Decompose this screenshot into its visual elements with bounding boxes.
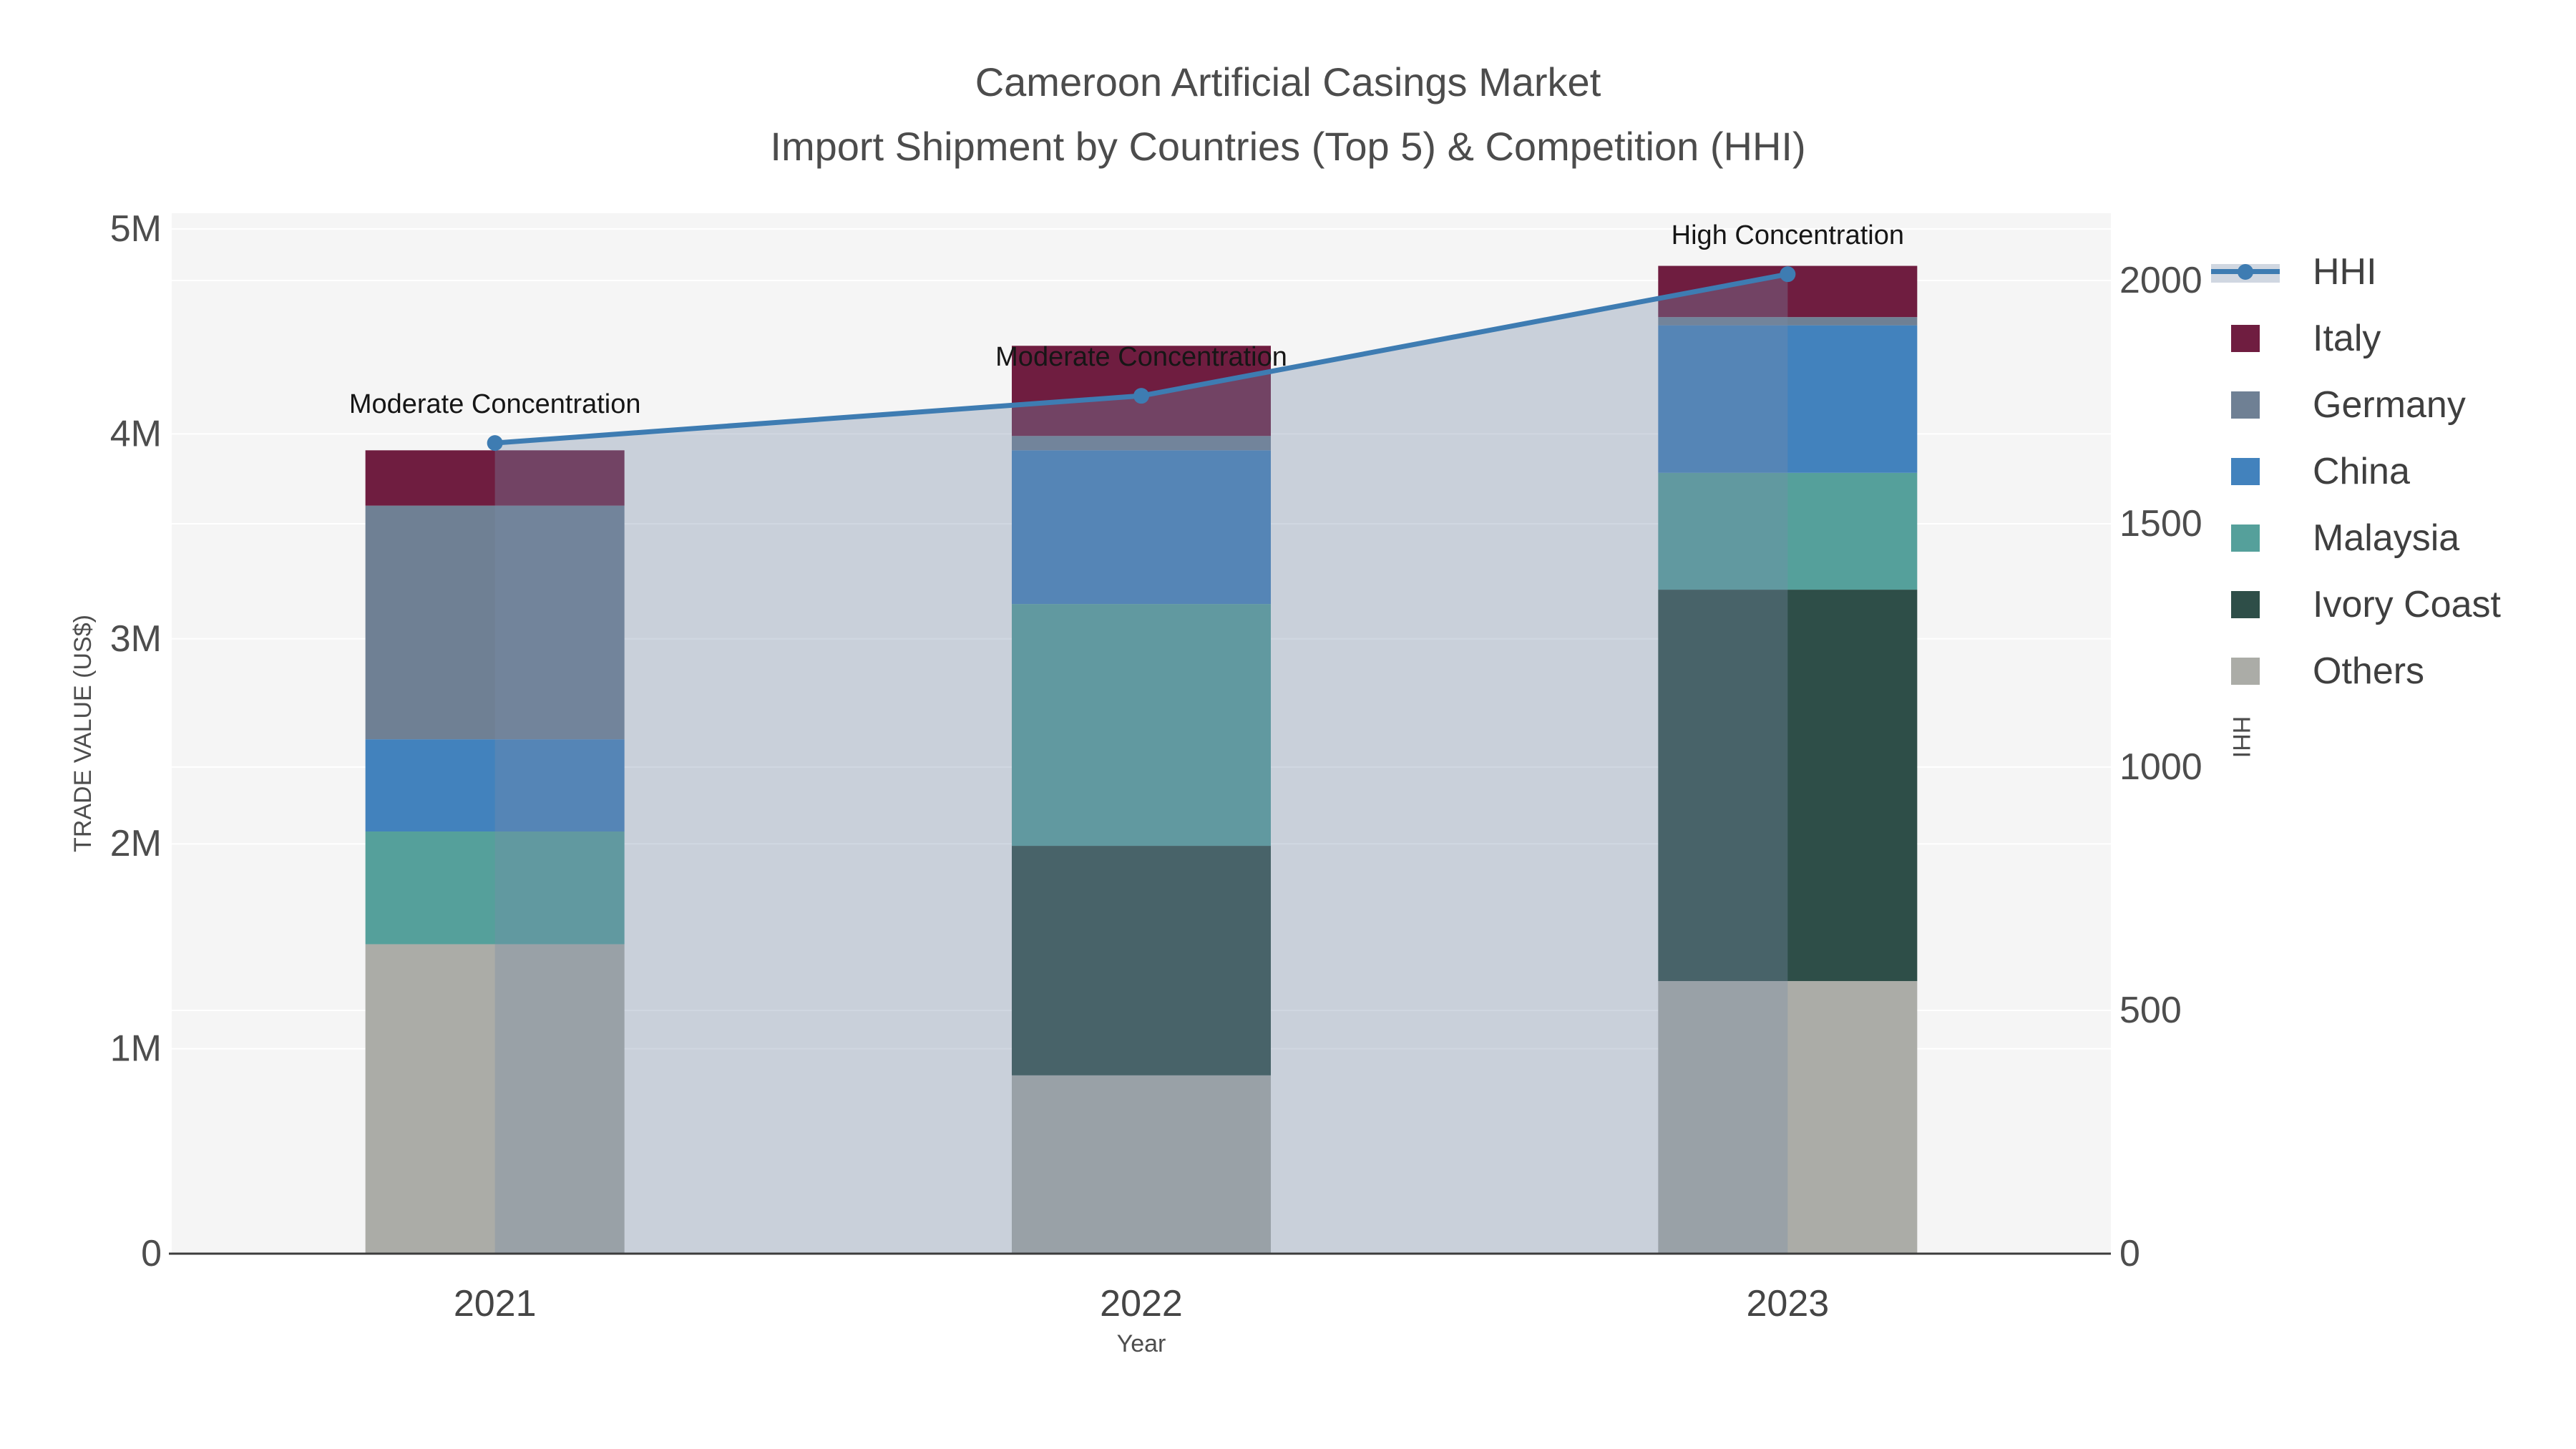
- bar-segment-malaysia-2023[interactable]: [1658, 472, 1918, 590]
- legend-item-china[interactable]: China: [2211, 438, 2569, 504]
- color-swatch-icon: [2231, 591, 2260, 619]
- bar-segment-china-2021[interactable]: [365, 739, 625, 832]
- x-axis-title: Year: [1117, 1330, 1166, 1357]
- hhi-point-2022[interactable]: [1133, 388, 1149, 404]
- y-left-tick-label: 1M: [110, 1028, 162, 1070]
- bar-segment-others-2022[interactable]: [1012, 1075, 1271, 1254]
- y-left-tick-label: 4M: [110, 413, 162, 454]
- bar-segment-china-2023[interactable]: [1658, 325, 1918, 473]
- legend-label: Malaysia: [2313, 517, 2460, 560]
- legend-swatch-icon: [2211, 323, 2280, 354]
- bar-segment-ivory-coast-2023[interactable]: [1658, 590, 1918, 982]
- y-right-axis-title: HHI: [2228, 716, 2255, 758]
- annotation-2021: Moderate Concentration: [349, 389, 641, 419]
- y-left-tick-label: 3M: [110, 618, 162, 660]
- color-swatch-icon: [2231, 525, 2260, 552]
- y-right-tick-label: 2000: [2119, 260, 2202, 301]
- bar-segment-italy-2021[interactable]: [365, 450, 625, 506]
- legend-label: Germany: [2313, 384, 2466, 426]
- legend-item-germany[interactable]: Germany: [2211, 371, 2569, 438]
- bar-segment-others-2023[interactable]: [1658, 981, 1918, 1254]
- legend-item-malaysia[interactable]: Malaysia: [2211, 505, 2569, 572]
- legend-swatch-icon: [2211, 456, 2280, 487]
- annotation-2023: High Concentration: [1672, 220, 1904, 250]
- legend-item-others[interactable]: Others: [2211, 638, 2569, 705]
- y-left-axis-title: TRADE VALUE (US$): [69, 615, 97, 852]
- y-right-tick-label: 1000: [2119, 746, 2202, 788]
- hhi-point-2021[interactable]: [487, 435, 503, 452]
- bar-segment-malaysia-2022[interactable]: [1012, 604, 1271, 847]
- x-tick-label-2021: 2021: [454, 1283, 537, 1324]
- bar-segment-ivory-coast-2022[interactable]: [1012, 846, 1271, 1075]
- legend: HHI Italy Germany China Malaysia Ivory Coast O…: [2211, 238, 2569, 705]
- y-right-tick-label: 1500: [2119, 503, 2202, 545]
- x-tick-label-2023: 2023: [1746, 1283, 1829, 1324]
- legend-item-hhi[interactable]: HHI: [2211, 238, 2569, 305]
- legend-label: China: [2313, 450, 2410, 492]
- legend-label: HHI: [2313, 250, 2377, 293]
- color-swatch-icon: [2231, 457, 2260, 485]
- bar-segment-germany-2022[interactable]: [1012, 436, 1271, 451]
- y-right-tick-label: 0: [2119, 1233, 2140, 1274]
- legend-label: Italy: [2313, 317, 2381, 359]
- x-tick-label-2022: 2022: [1100, 1283, 1183, 1324]
- y-left-tick-label: 2M: [110, 823, 162, 864]
- hhi-point-2023[interactable]: [1780, 266, 1796, 283]
- chart-title-block: Cameroon Artificial Casings Market Impor…: [0, 50, 2576, 178]
- y-left-tick-label: 0: [141, 1233, 162, 1274]
- hhi-area-fill: [494, 274, 1788, 1254]
- color-swatch-icon: [2231, 324, 2260, 352]
- legend-swatch-icon: [2211, 389, 2280, 421]
- bar-segment-germany-2021[interactable]: [365, 505, 625, 740]
- chart-subtitle: Import Shipment by Countries (Top 5) & C…: [770, 123, 1806, 169]
- legend-swatch-icon: [2211, 522, 2280, 554]
- y-right-tick-label: 500: [2119, 990, 2182, 1031]
- color-swatch-icon: [2231, 391, 2260, 419]
- bar-segment-china-2022[interactable]: [1012, 450, 1271, 605]
- legend-swatch-icon: [2211, 589, 2280, 620]
- annotation-2022: Moderate Concentration: [995, 342, 1287, 372]
- bar-segment-germany-2023[interactable]: [1658, 317, 1918, 326]
- legend-item-italy[interactable]: Italy: [2211, 305, 2569, 371]
- legend-hhi-line-icon: [2211, 256, 2280, 288]
- legend-label: Others: [2313, 650, 2425, 693]
- color-swatch-icon: [2231, 658, 2260, 686]
- legend-label: Ivory Coast: [2313, 584, 2501, 626]
- y-left-tick-label: 5M: [110, 208, 162, 250]
- bar-segment-others-2021[interactable]: [365, 944, 625, 1254]
- bar-segment-malaysia-2021[interactable]: [365, 831, 625, 945]
- legend-item-ivory-coast[interactable]: Ivory Coast: [2211, 572, 2569, 638]
- hhi-marker-icon: [2238, 263, 2253, 280]
- legend-swatch-icon: [2211, 655, 2280, 687]
- chart-title: Cameroon Artificial Casings Market: [975, 59, 1601, 104]
